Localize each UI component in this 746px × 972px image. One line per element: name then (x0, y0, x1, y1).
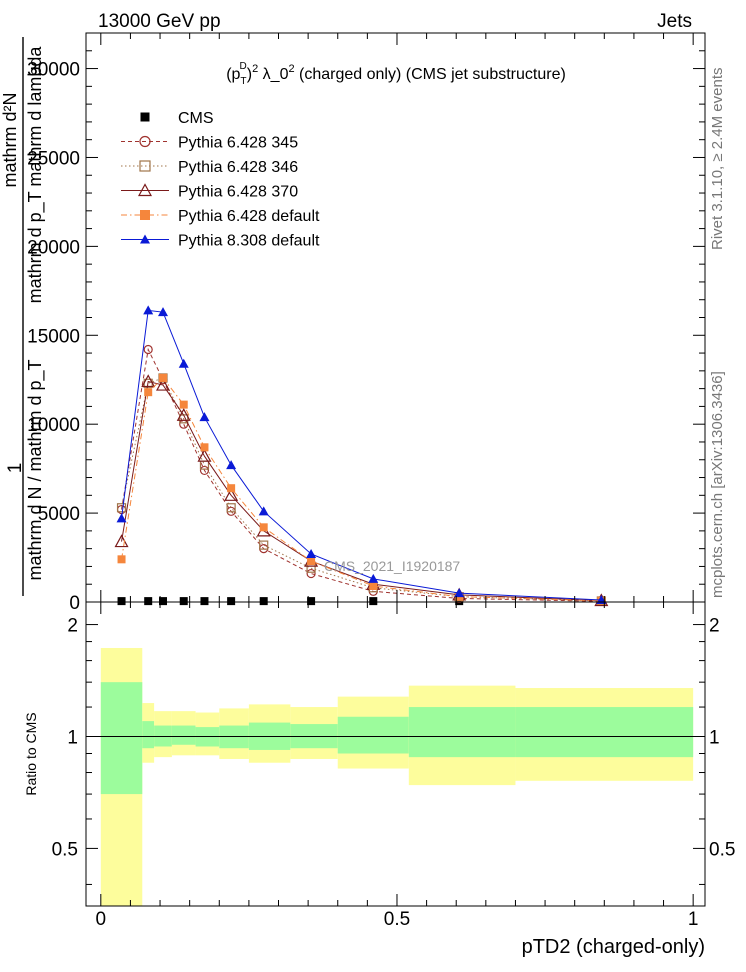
data-point (259, 597, 268, 606)
main-axes: 0 5000 10000 15000 20000 25000 30000 (27, 32, 705, 614)
legend-label: Pythia 6.428 345 (178, 135, 298, 152)
y-label-bottom: mathrm d N / mathrm d p_T (25, 359, 46, 580)
ratio-y-tick-label: 0.5 (52, 839, 78, 860)
legend-label: CMS (178, 110, 214, 127)
ratio-band-inner (408, 707, 516, 758)
data-point (155, 377, 171, 391)
ratio-y-label: Ratio to CMS (23, 712, 39, 795)
data-point (200, 597, 209, 606)
legend-label: Pythia 6.428 default (178, 208, 320, 225)
main-data-layer (114, 305, 609, 607)
y-tick-label: 20000 (27, 237, 80, 258)
ratio-y-tick-label-right: 1 (709, 727, 720, 748)
data-point (141, 374, 156, 388)
ratio-y-tick-label: 2 (67, 616, 78, 637)
legend: CMS Pythia 6.428 345 Pythia 6.428 346 Pythi… (121, 110, 320, 250)
ratio-y-tick-label-right: 2 (709, 616, 720, 637)
data-point (369, 581, 378, 590)
y-label-denominator: mathrm d p_T mathrm d lambda (25, 46, 46, 304)
data-point (139, 160, 151, 172)
data-point (200, 443, 209, 452)
data-point (199, 412, 210, 422)
data-point (176, 408, 191, 421)
header-right: Jets (657, 11, 692, 32)
data-point (306, 568, 316, 579)
data-point (307, 597, 316, 606)
ratio-band-inner (171, 725, 196, 745)
y-tick-label: 15000 (27, 326, 80, 347)
y-label-numerator: mathrm d²N (0, 92, 20, 187)
data-point (179, 400, 188, 409)
data-point (178, 358, 189, 368)
y-tick-label: 5000 (38, 504, 80, 525)
ratio-axes: 0.5 0.5 1 1 2 2 0 0.5 1 (52, 602, 735, 930)
data-point (143, 344, 153, 355)
data-point (199, 465, 210, 476)
data-point (159, 373, 168, 382)
data-point (116, 503, 127, 513)
data-point (179, 597, 188, 606)
ratio-y-tick-label-right: 0.5 (709, 839, 735, 860)
series-5 (116, 305, 607, 605)
legend-label: Pythia 8.308 default (178, 233, 320, 250)
data-point (258, 506, 269, 516)
data-point (117, 555, 126, 564)
ratio-band-inner (337, 716, 409, 754)
data-point (140, 234, 150, 244)
data-point (137, 183, 153, 197)
data-point (454, 588, 465, 598)
data-point (158, 307, 169, 317)
data-point (306, 548, 317, 558)
ratio-band-inner (100, 682, 143, 795)
series-0 (117, 597, 606, 606)
plot-title: (pTD)2 λ_02 (charged only) (CMS jet subs… (226, 61, 566, 87)
data-point (144, 388, 153, 397)
series-line (121, 309, 602, 601)
x-tick-label: 1 (688, 909, 699, 930)
y-tick-label: 30000 (27, 60, 80, 81)
data-point (227, 484, 236, 493)
data-point (226, 460, 237, 470)
y-tick-label: 10000 (27, 415, 80, 436)
ratio-band-inner (515, 707, 694, 758)
header-left: 13000 GeV pp (98, 11, 221, 32)
x-tick-label: 0 (96, 909, 107, 930)
series-line (121, 380, 602, 602)
data-point (307, 557, 316, 566)
ratio-bands (86, 647, 705, 906)
watermark-text: CMS_2021_I1920187 (324, 558, 460, 574)
data-point (227, 597, 236, 606)
data-point (144, 597, 153, 606)
x-tick-label: 0.5 (384, 909, 410, 930)
ratio-band-inner (142, 721, 155, 749)
y-tick-label: 0 (69, 593, 80, 614)
data-point (140, 210, 150, 220)
data-point (226, 503, 236, 513)
main-panel: 0 5000 10000 15000 20000 25000 30000 (pTD)2 λ_… (27, 32, 706, 614)
main-y-label: 1 mathrm d²N mathrm d p_T mathrm d lambd… (0, 37, 46, 596)
x-axis-label: pTD2 (charged-only) (522, 936, 705, 958)
side-text-top: Rivet 3.1.10, ≥ 2.4M events (709, 68, 726, 251)
data-point (368, 573, 379, 583)
legend-label: Pythia 6.428 346 (178, 159, 298, 176)
y-tick-label: 25000 (27, 148, 80, 169)
ratio-panel: 0.5 0.5 1 1 2 2 0 0.5 1 Ratio to CMS (23, 601, 735, 930)
data-point (139, 135, 151, 148)
side-text-bottom: mcplots.cern.ch [arXiv:1306.3436] (709, 371, 726, 598)
data-point (159, 597, 168, 606)
ratio-y-tick-label: 1 (67, 727, 78, 748)
data-point (140, 112, 150, 122)
data-point (259, 540, 269, 550)
data-point (197, 448, 212, 462)
data-point (224, 488, 239, 501)
data-point (117, 597, 126, 606)
data-point (116, 513, 127, 523)
data-point (259, 523, 268, 532)
data-point (143, 305, 154, 315)
data-point (369, 597, 378, 606)
y-label-prefix: 1 (5, 463, 26, 474)
legend-label: Pythia 6.428 370 (178, 184, 298, 201)
